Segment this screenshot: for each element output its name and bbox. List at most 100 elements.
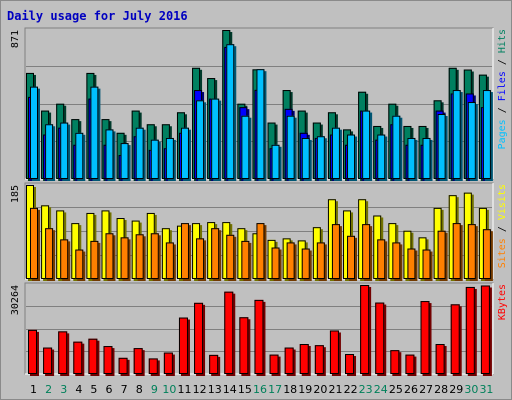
bar-pages-31-outline (482, 90, 491, 179)
bar-sites-29 (452, 223, 463, 281)
bar-sites-26-fill (407, 248, 416, 279)
legend-part: / (497, 53, 508, 71)
bar-kbytes-15-fill (239, 317, 249, 374)
bar-kbytes-31 (480, 285, 492, 376)
bar-sites-28-fill (437, 230, 446, 279)
x-tick-label-day-6: 6 (106, 383, 113, 396)
bar-kbytes-18-fill (284, 347, 294, 374)
bar-sites-15-outline (241, 240, 250, 279)
bar-sites-24 (377, 239, 388, 281)
bar-sites-30 (467, 224, 478, 281)
bar-kbytes-13-outline (209, 354, 219, 375)
bar-sites-30-fill (467, 224, 476, 279)
bar-pages-13-outline (211, 98, 220, 179)
bar-sites-16-fill (256, 223, 265, 279)
bar-kbytes-5-outline (88, 338, 98, 374)
bar-sites-17-outline (271, 247, 280, 280)
bar-pages-24 (377, 134, 388, 181)
bar-sites-14-outline (226, 234, 235, 280)
x-tick-label-day-20: 20 (313, 383, 327, 396)
x-tick-label-day-13: 13 (208, 383, 222, 396)
bar-sites-19-fill (301, 248, 310, 279)
bar-kbytes-26-outline (405, 354, 415, 374)
bar-pages-9 (150, 139, 161, 181)
bar-kbytes-8-outline (133, 348, 143, 374)
bar-kbytes-9 (148, 358, 160, 376)
bar-sites-25-outline (392, 242, 401, 279)
bar-kbytes-4-fill (73, 341, 83, 374)
bar-sites-19-outline (301, 248, 310, 280)
x-tick-label-day-25: 25 (389, 383, 403, 396)
bar-kbytes-1-outline (28, 329, 37, 374)
bar-pages-19 (301, 137, 312, 181)
bar-pages-30 (467, 102, 478, 181)
bar-sites-20-outline (316, 242, 325, 279)
bar-kbytes-27-fill (420, 301, 430, 374)
bar-pages-16-fill (256, 69, 265, 179)
bar-pages-30-fill (467, 102, 476, 179)
bar-kbytes-19-outline (299, 344, 309, 375)
x-tick-label-day-31: 31 (479, 383, 493, 396)
bar-pages-21-fill (331, 127, 340, 179)
bar-sites-31-outline (482, 229, 491, 279)
bar-sites-24-fill (377, 239, 386, 279)
bar-pages-1-outline (30, 86, 38, 179)
bar-pages-6-fill (105, 129, 114, 179)
bar-pages-3 (60, 122, 71, 181)
bar-visits-16-fill (252, 233, 261, 279)
bar-sites-18-outline (286, 242, 295, 279)
bar-sites-5-outline (90, 240, 99, 279)
bar-kbytes-6-fill (103, 346, 113, 374)
bar-kbytes-10-fill (163, 352, 173, 374)
bar-kbytes-12-fill (194, 302, 204, 374)
bar-sites-20 (316, 242, 327, 281)
bar-kbytes-8-fill (133, 348, 143, 374)
bar-kbytes-9-outline (148, 358, 158, 374)
bar-kbytes-27 (420, 301, 432, 376)
bar-sites-1-fill (30, 207, 38, 279)
bar-pages-14-outline (226, 44, 235, 179)
legend-part: / (497, 220, 508, 238)
bar-sites-7 (120, 237, 131, 281)
bar-sites-18-fill (286, 242, 295, 279)
bar-sites-11-fill (180, 223, 189, 279)
bar-kbytes-16 (254, 299, 266, 376)
bar-pages-7-fill (120, 143, 129, 179)
x-tick-label-day-9: 9 (151, 383, 158, 396)
bar-sites-10 (165, 242, 176, 281)
bar-kbytes-16-fill (254, 299, 264, 374)
bar-kbytes-28-outline (435, 344, 445, 375)
x-tick-label-day-11: 11 (178, 383, 192, 396)
bar-kbytes-6 (103, 346, 115, 376)
x-tick-label-day-10: 10 (162, 383, 176, 396)
bar-pages-11-fill (180, 127, 189, 179)
bar-pages-23 (362, 110, 373, 181)
bar-sites-12-outline (196, 238, 205, 279)
bar-pages-5-fill (90, 86, 99, 179)
bar-pages-15-fill (241, 115, 250, 179)
bar-pages-25-fill (392, 115, 401, 179)
bar-pages-17-outline (271, 144, 280, 179)
bar-kbytes-30-outline (465, 286, 475, 375)
bar-kbytes-22-outline (345, 354, 355, 375)
bar-sites-3 (60, 239, 71, 281)
legend-part: Pages (497, 119, 508, 149)
bar-sites-20-fill (316, 242, 325, 279)
bar-pages-7 (120, 143, 131, 181)
bar-pages-22-outline (347, 134, 356, 179)
bar-pages-13-fill (211, 98, 220, 179)
bar-sites-14 (226, 234, 237, 281)
bar-kbytes-13-fill (209, 354, 219, 374)
bar-pages-4-fill (75, 132, 84, 179)
bar-sites-14-fill (226, 234, 235, 279)
bar-kbytes-20 (314, 345, 326, 376)
bar-kbytes-19-fill (299, 344, 309, 374)
bar-kbytes-9-fill (148, 358, 158, 374)
bar-sites-6-outline (105, 233, 114, 279)
bar-sites-21-outline (331, 224, 340, 280)
bar-kbytes-24-fill (375, 302, 385, 374)
bar-kbytes-7-outline (118, 357, 128, 374)
bar-kbytes-25 (390, 350, 402, 376)
bar-kbytes-11 (178, 317, 190, 376)
